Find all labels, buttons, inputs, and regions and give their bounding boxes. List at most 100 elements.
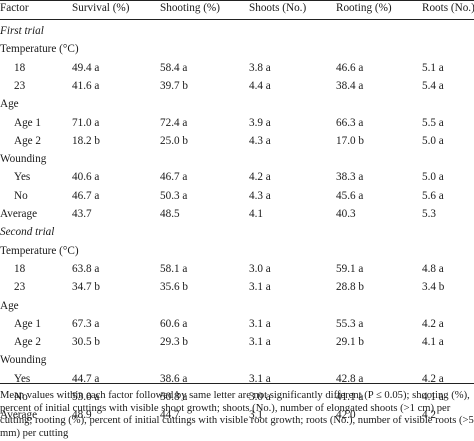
table-cell: 41.1 a: [336, 391, 364, 403]
table-cell: 18.2 b: [72, 134, 100, 147]
row-label: Age 1: [14, 317, 42, 330]
header-cell-rooting: Rooting (%): [336, 2, 392, 14]
table-cell: 3.9 a: [249, 116, 271, 129]
table-row: Age 2 30.5 b 29.3 b 3.1 a 29.1 b 4.1 a: [0, 333, 474, 351]
table-row: 23 34.7 b 35.6 b 3.1 a 28.8 b 3.4 b: [0, 278, 474, 296]
factor-row: Temperature (°C): [0, 242, 474, 260]
table-cell: 59.1 a: [336, 262, 364, 275]
section-label: First trial: [0, 25, 44, 37]
table-cell: 35.6 b: [160, 281, 188, 294]
bottom-rule: [0, 383, 474, 384]
table-cell: 28.8 b: [336, 281, 364, 294]
table-cell: 3.1: [249, 409, 263, 422]
row-label: 18: [14, 262, 26, 275]
table-cell: 4.2: [422, 409, 436, 422]
table-cell: 5.0 a: [422, 171, 444, 184]
table-cell: 72.4 a: [160, 116, 188, 129]
row-label: No: [14, 189, 28, 202]
table-row: 18 63.8 a 58.1 a 3.0 a 59.1 a 4.8 a: [0, 260, 474, 278]
table-cell: 46.6 a: [336, 61, 364, 74]
table-cell: 5.5 a: [422, 116, 444, 129]
table-cell: 30.5 b: [72, 336, 100, 349]
table-cell: 49.4 a: [72, 61, 100, 74]
table-cell: 38.6 a: [160, 372, 188, 385]
table-cell: 38.4 a: [336, 79, 364, 92]
table-cell: 3.4 b: [422, 281, 445, 294]
table-cell: 3.8 a: [249, 61, 271, 74]
table-cell: 4.4 a: [249, 79, 271, 92]
header-row: Factor Survival (%) Shooting (%) Shoots …: [0, 0, 474, 17]
table-cell: 55.3 a: [336, 317, 364, 330]
table-cell: 39.7 b: [160, 79, 188, 92]
table-row: 23 41.6 a 39.7 b 4.4 a 38.4 a 5.4 a: [0, 77, 474, 95]
table-cell: 5.6 a: [422, 189, 444, 202]
table-row: 18 49.4 a 58.4 a 3.8 a 46.6 a 5.1 a: [0, 59, 474, 77]
table-row: Yes 40.6 a 46.7 a 4.2 a 38.3 a 5.0 a: [0, 168, 474, 186]
table-cell: 3.1 a: [249, 372, 271, 385]
average-row: Average 48.9 44.7 3.1 42.0 4.2: [0, 406, 474, 424]
table-cell: 4.2 a: [422, 372, 444, 385]
table-cell: 4.2 a: [249, 171, 271, 184]
table-cell: 60.6 a: [160, 317, 188, 330]
factor-label: Age: [0, 299, 19, 312]
table-cell: 5.4 a: [422, 79, 444, 92]
row-label: Age 2: [14, 336, 42, 349]
top-rule: [0, 0, 474, 1]
table-cell: 5.3: [422, 208, 436, 220]
row-label: 23: [14, 79, 26, 92]
table-cell: 53.0 a: [72, 391, 100, 403]
row-label: Yes: [14, 372, 31, 385]
row-label: Average: [0, 208, 38, 220]
average-row: Average 43.7 48.5 4.1 40.3 5.3: [0, 205, 474, 223]
table-cell: 44.7: [160, 409, 180, 422]
table-cell: 4.3 a: [249, 134, 271, 147]
row-label: Age 2: [14, 134, 42, 147]
table-cell: 4.1: [249, 208, 263, 220]
table-cell: 67.3 a: [72, 317, 100, 330]
table-cell: 3.0 a: [249, 391, 271, 403]
header-cell-factor: Factor: [0, 2, 29, 14]
table-cell: 38.3 a: [336, 171, 364, 184]
table-row: Age 2 18.2 b 25.0 b 4.3 a 17.0 b 5.0 a: [0, 132, 474, 150]
table-cell: 46.7 a: [160, 171, 188, 184]
table-cell: 4.8 a: [422, 262, 444, 275]
table-cell: 40.3: [336, 208, 356, 220]
table-cell: 5.1 a: [422, 61, 444, 74]
table-row: No 46.7 a 50.3 a 4.3 a 45.6 a 5.6 a: [0, 187, 474, 205]
row-label: Age 1: [14, 116, 42, 129]
section-row: Second trial: [0, 223, 474, 241]
section-label: Second trial: [0, 226, 55, 239]
factor-row: Temperature (°C): [0, 40, 474, 58]
row-label: 23: [14, 281, 26, 294]
table-row: Age 1 71.0 a 72.4 a 3.9 a 66.3 a 5.5 a: [0, 114, 474, 132]
table-cell: 41.6 a: [72, 79, 100, 92]
factor-row: Wounding: [0, 150, 474, 168]
table-cell: 58.1 a: [160, 262, 188, 275]
table-cell: 63.8 a: [72, 262, 100, 275]
table-cell: 42.8 a: [336, 372, 364, 385]
row-label: Average: [0, 409, 38, 422]
header-rule: [0, 19, 474, 20]
table-cell: 4.3 a: [249, 189, 271, 202]
table-cell: 45.6 a: [336, 189, 364, 202]
table-row: Age 1 67.3 a 60.6 a 3.1 a 55.3 a 4.2 a: [0, 315, 474, 333]
header-cell-shooting: Shooting (%): [160, 2, 220, 14]
factor-label: Wounding: [0, 354, 47, 367]
table-cell: 71.0 a: [72, 116, 100, 129]
table-cell: 42.0: [336, 409, 356, 422]
section-row: First trial: [0, 22, 474, 40]
table-cell: 3.1 a: [249, 336, 271, 349]
factor-row: Age: [0, 297, 474, 315]
table-cell: 3.0 a: [249, 262, 271, 275]
row-label: No: [14, 391, 28, 403]
row-label: Yes: [14, 171, 31, 184]
header-cell-shoots: Shoots (No.): [249, 2, 307, 14]
factor-label: Wounding: [0, 153, 47, 166]
row-label: 18: [14, 61, 26, 74]
table-cell: 44.7 a: [72, 372, 100, 385]
table-cell: 4.2 a: [422, 317, 444, 330]
table-cell: 17.0 b: [336, 134, 364, 147]
factor-row: Age: [0, 95, 474, 113]
factor-label: Temperature (°C): [0, 43, 79, 56]
table-cell: 50.3 a: [160, 189, 188, 202]
